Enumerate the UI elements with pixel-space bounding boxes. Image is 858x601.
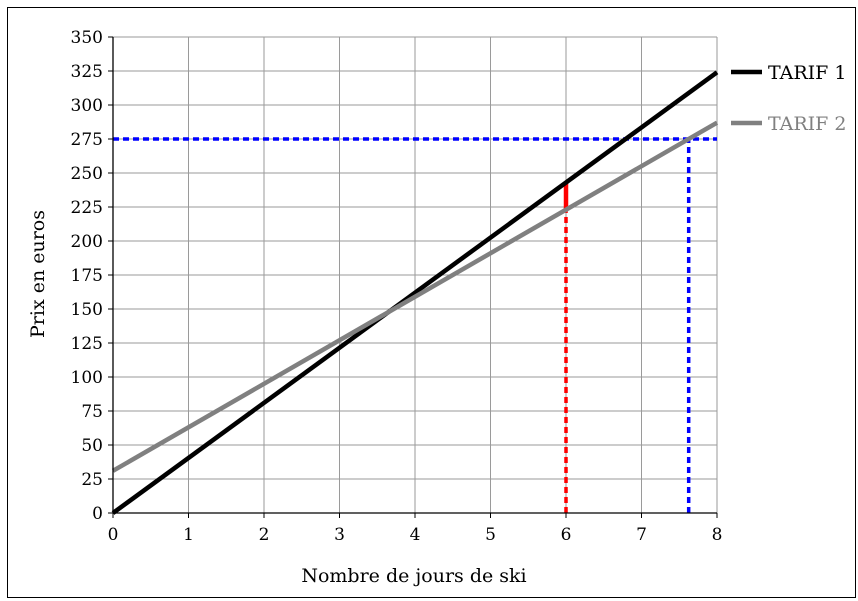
y-tick-label: 25: [81, 470, 103, 490]
x-tick-label: 6: [561, 525, 572, 545]
legend: TARIF 1 TARIF 2: [731, 62, 846, 135]
gridlines: [112, 36, 718, 514]
legend-label: TARIF 1: [768, 62, 846, 84]
y-tick-labels: 0 25 50 75 100 125 150 175 200 225 250 275 300 325 350: [71, 28, 103, 524]
y-tick-label: 250: [71, 164, 103, 184]
y-tick-label: 300: [71, 96, 103, 116]
y-tick-label: 75: [81, 402, 103, 422]
y-tick-label: 0: [92, 504, 103, 524]
x-tick-label: 7: [636, 525, 647, 545]
axes: [108, 36, 718, 518]
y-tick-label: 175: [71, 266, 103, 286]
y-tick-label: 125: [71, 334, 103, 354]
y-tick-label: 200: [71, 232, 103, 252]
series-line-2: [111, 120, 719, 473]
y-tick-label: 100: [71, 368, 103, 388]
x-tick-label: 5: [485, 525, 496, 545]
chart-frame: [7, 7, 856, 598]
y-tick-label: 275: [71, 130, 103, 150]
x-tick-label: 2: [259, 525, 270, 545]
x-tick-label: 3: [334, 525, 345, 545]
y-axis-title: Prix en euros: [27, 210, 49, 338]
x-tick-labels: 0 1 2 3 4 5 6 7 8: [108, 525, 723, 545]
y-tick-label: 150: [71, 300, 103, 320]
x-axis-title: Nombre de jours de ski: [301, 565, 526, 587]
x-tick-label: 0: [108, 525, 119, 545]
reference-lines: [113, 137, 717, 513]
series-lines: [111, 70, 719, 515]
y-tick-label: 350: [71, 28, 103, 48]
x-tick-label: 8: [712, 525, 723, 545]
series-line-1: [111, 70, 719, 515]
y-tick-label: 50: [81, 436, 103, 456]
legend-label: TARIF 2: [768, 113, 846, 135]
x-tick-label: 4: [410, 525, 421, 545]
x-tick-label: 1: [183, 525, 194, 545]
y-tick-label: 225: [71, 198, 103, 218]
y-tick-label: 325: [71, 62, 103, 82]
